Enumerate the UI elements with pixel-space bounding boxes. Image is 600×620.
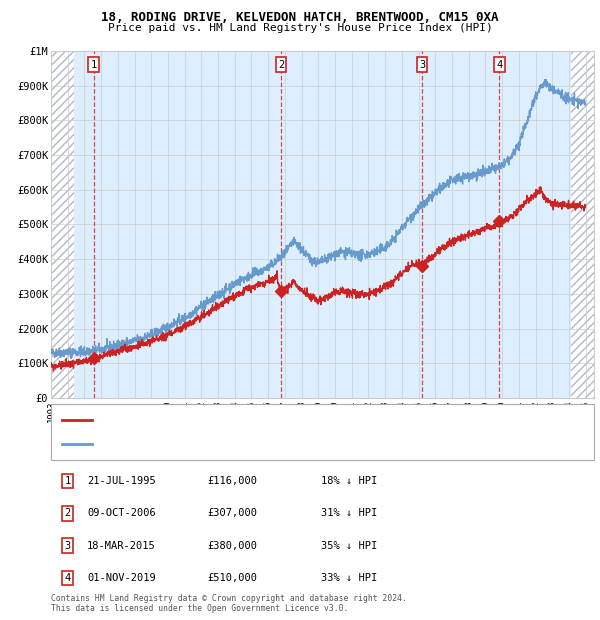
Text: 3: 3 bbox=[419, 60, 425, 69]
Text: 1: 1 bbox=[65, 476, 71, 486]
Text: 4: 4 bbox=[65, 573, 71, 583]
Text: 31% ↓ HPI: 31% ↓ HPI bbox=[321, 508, 377, 518]
Text: 3: 3 bbox=[65, 541, 71, 551]
Text: 18-MAR-2015: 18-MAR-2015 bbox=[87, 541, 156, 551]
Text: 2: 2 bbox=[278, 60, 284, 69]
Text: £380,000: £380,000 bbox=[207, 541, 257, 551]
Text: HPI: Average price, detached house, Brentwood: HPI: Average price, detached house, Bren… bbox=[98, 440, 356, 449]
Text: 33% ↓ HPI: 33% ↓ HPI bbox=[321, 573, 377, 583]
Text: 35% ↓ HPI: 35% ↓ HPI bbox=[321, 541, 377, 551]
Text: 18% ↓ HPI: 18% ↓ HPI bbox=[321, 476, 377, 486]
Bar bbox=[571, 51, 594, 398]
Text: 1: 1 bbox=[91, 60, 97, 69]
Text: 01-NOV-2019: 01-NOV-2019 bbox=[87, 573, 156, 583]
Text: 2: 2 bbox=[65, 508, 71, 518]
Text: 18, RODING DRIVE, KELVEDON HATCH, BRENTWOOD, CM15 0XA (detached house): 18, RODING DRIVE, KELVEDON HATCH, BRENTW… bbox=[98, 415, 500, 424]
Text: Contains HM Land Registry data © Crown copyright and database right 2024.
This d: Contains HM Land Registry data © Crown c… bbox=[51, 594, 407, 613]
Bar bbox=[51, 51, 74, 398]
Text: 21-JUL-1995: 21-JUL-1995 bbox=[87, 476, 156, 486]
Text: 4: 4 bbox=[496, 60, 502, 69]
Text: 18, RODING DRIVE, KELVEDON HATCH, BRENTWOOD, CM15 0XA: 18, RODING DRIVE, KELVEDON HATCH, BRENTW… bbox=[101, 11, 499, 24]
Text: £510,000: £510,000 bbox=[207, 573, 257, 583]
Text: Price paid vs. HM Land Registry's House Price Index (HPI): Price paid vs. HM Land Registry's House … bbox=[107, 23, 493, 33]
Text: £307,000: £307,000 bbox=[207, 508, 257, 518]
Text: £116,000: £116,000 bbox=[207, 476, 257, 486]
Text: 09-OCT-2006: 09-OCT-2006 bbox=[87, 508, 156, 518]
